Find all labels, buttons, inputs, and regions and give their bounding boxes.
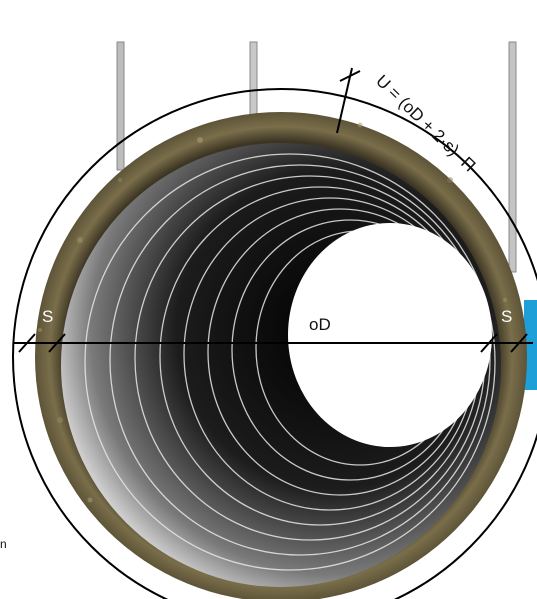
blue-accent-strip [524,300,537,390]
wall-ticks [18,333,528,353]
duct-far-opening [288,223,492,447]
circumference-marker [336,67,353,134]
tick-inner-left [48,333,66,353]
circumference-circle [12,88,537,599]
tick-outer-right [510,333,528,353]
corner-text: n [0,537,7,551]
diameter-label: oD [309,315,331,334]
wall-thickness-label-right: S [501,307,512,326]
hanger-rod-right [508,41,517,273]
tick-inner-right [480,333,498,353]
hanger-rods [116,41,517,273]
hanger-rod-left [116,41,125,171]
hanger-rod-middle [249,41,258,123]
tick-outer-left [18,333,36,353]
wall-thickness-label-left: S [42,307,53,326]
circumference-marker-tick [339,70,361,82]
